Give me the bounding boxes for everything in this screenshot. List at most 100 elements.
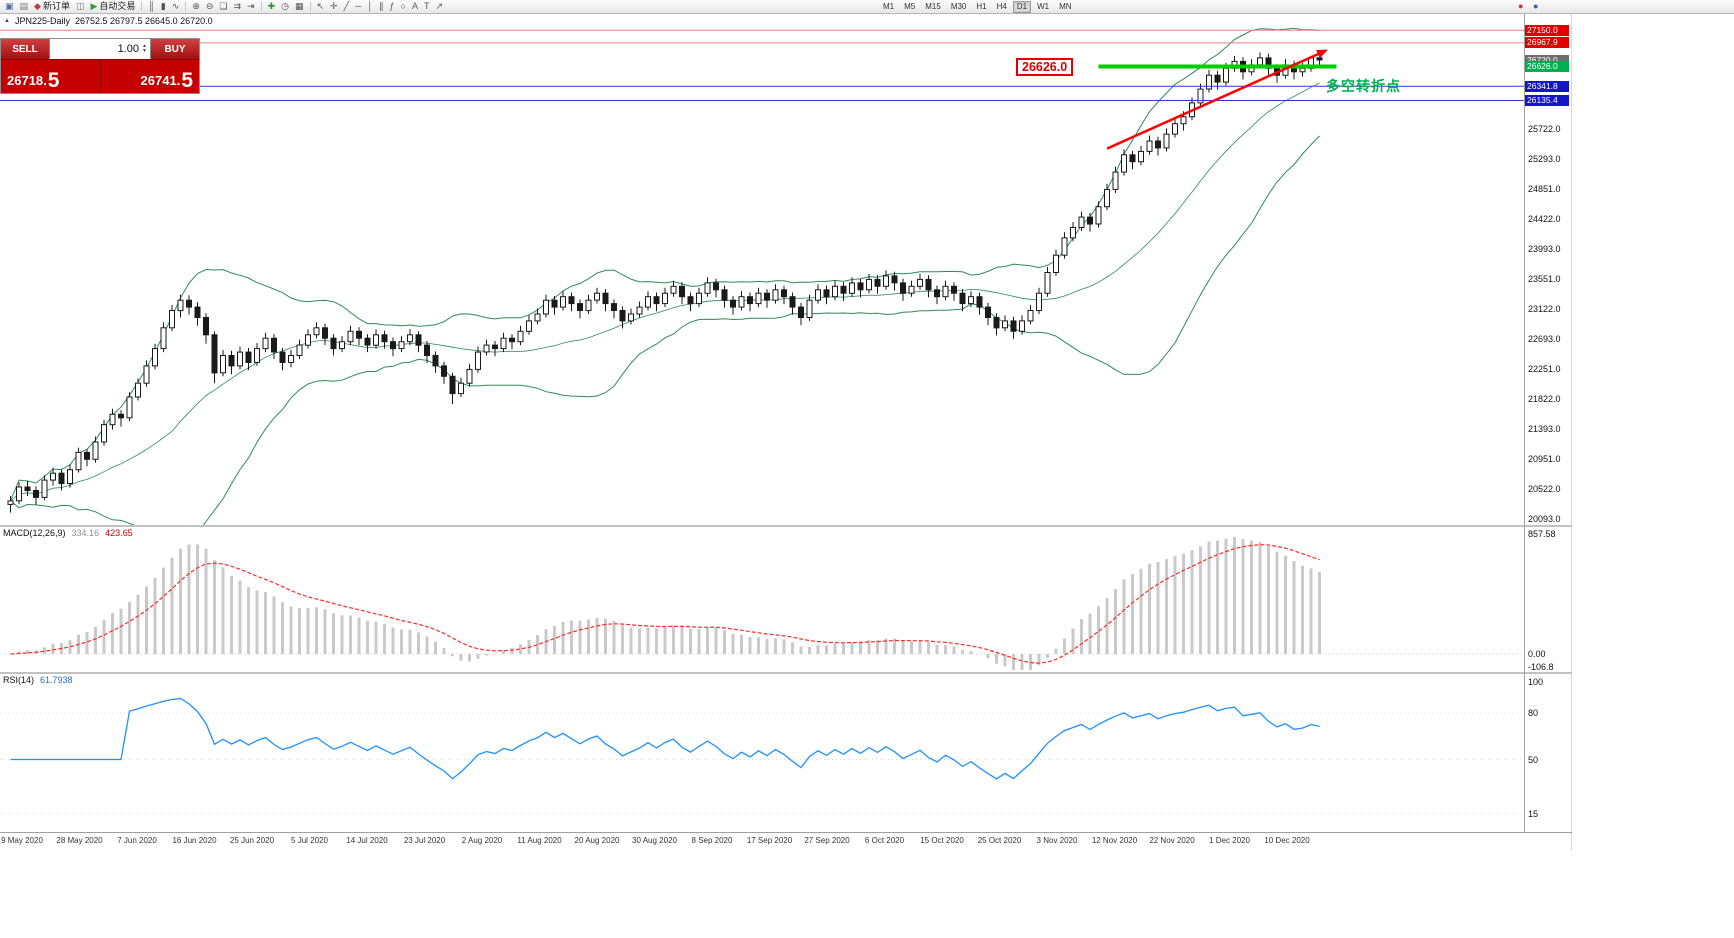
- date-axis-label: 30 Aug 2020: [632, 836, 677, 845]
- text-icon[interactable]: A: [410, 1, 420, 13]
- equidistant-channel-icon: ∥: [379, 1, 384, 11]
- volume-down-icon[interactable]: ▼: [142, 48, 147, 54]
- timeframe-w1-button[interactable]: W1: [1037, 2, 1050, 11]
- timeframe-d1-button[interactable]: D1: [1012, 0, 1032, 13]
- chart-shift-icon[interactable]: ⇥: [245, 1, 257, 13]
- volume-spinner[interactable]: ▲▼: [49, 39, 151, 59]
- price-axis[interactable]: 25722.0 25293.0 24851.0 24422.0 23993.0 23551…: [1525, 14, 1572, 850]
- text-label-icon: T: [424, 1, 430, 11]
- templates-icon: ▦: [294, 1, 304, 11]
- new-order-button[interactable]: ◆ 新订单: [32, 1, 72, 13]
- price-tag: 26626.0: [1525, 61, 1569, 72]
- date-axis-divider: [0, 832, 1572, 833]
- price-axis-label: 24422.0: [1528, 214, 1561, 225]
- buy-price[interactable]: 26741. 5: [140, 69, 193, 92]
- auto-trading-icon: ▶: [90, 1, 98, 11]
- zoom-out-icon: ⊖: [205, 1, 214, 11]
- chart-symbol-title: JPN225-Daily: [14, 16, 70, 26]
- tile-windows-icon: ❏: [219, 1, 228, 11]
- date-axis-label: 6 Oct 2020: [864, 836, 905, 845]
- timeframe-m15-button[interactable]: M15: [925, 2, 941, 11]
- timeframe-m1-button[interactable]: M1: [883, 2, 895, 11]
- zoom-in-icon[interactable]: ⊕: [190, 1, 202, 13]
- rsi-label: RSI(14): [3, 675, 35, 685]
- rsi-pane[interactable]: RSI(14) 61.7938: [0, 674, 1524, 831]
- price-tag: 26135.4: [1525, 95, 1569, 106]
- auto-trading-button[interactable]: ▶ 自动交易: [88, 1, 137, 13]
- vertical-line-icon: │: [367, 1, 374, 11]
- timeframe-h1-button[interactable]: H1: [976, 2, 987, 11]
- candlestick-chart-icon[interactable]: ▮: [159, 1, 168, 13]
- sell-button[interactable]: SELL: [1, 39, 49, 59]
- timeframe-mn-button[interactable]: MN: [1059, 2, 1072, 11]
- date-axis-label: 25 Oct 2020: [977, 836, 1022, 845]
- price-axis-label: 22251.0: [1528, 364, 1561, 375]
- sell-price[interactable]: 26718. 5: [1, 60, 101, 93]
- cursor-icon[interactable]: ↖: [315, 1, 327, 13]
- date-axis[interactable]: 9 May 2020 28 May 2020 7 Jun 2020 16 Jun 20…: [0, 833, 1524, 850]
- toolbar-separator: [309, 2, 311, 11]
- bar-chart-icon[interactable]: ║: [146, 1, 156, 13]
- templates-icon[interactable]: ▦: [293, 1, 306, 13]
- price-tag: 26967.9: [1525, 37, 1569, 49]
- volume-up-icon[interactable]: ▲: [142, 43, 147, 49]
- equidistant-channel-icon[interactable]: ∥: [377, 1, 386, 13]
- macd-svg: [0, 537, 1524, 670]
- date-axis-label: 10 Dec 2020: [1264, 836, 1310, 845]
- crosshair-icon: ✛: [330, 1, 338, 11]
- date-axis-label: 20 Aug 2020: [574, 836, 620, 845]
- macd-axis-label: -106.8: [1528, 662, 1554, 672]
- text-label-icon[interactable]: T: [422, 1, 432, 13]
- volume-input[interactable]: [81, 43, 140, 55]
- tile-windows-icon[interactable]: ❏: [217, 1, 229, 13]
- periods-icon[interactable]: ◷: [279, 1, 291, 13]
- price-tag: 26341.8: [1525, 80, 1569, 92]
- pane-separator[interactable]: [0, 672, 1572, 674]
- news-indicator-icon[interactable]: ●: [1533, 1, 1539, 11]
- trade-panel-controls: SELL ▲▼ BUY: [1, 39, 199, 60]
- connection-status-icon[interactable]: ●: [1518, 1, 1524, 11]
- trendline-icon[interactable]: ╱: [342, 1, 351, 13]
- timeframe-m5-button[interactable]: M5: [904, 2, 916, 11]
- vertical-line-icon[interactable]: │: [365, 1, 375, 13]
- volume-spinner-arrows[interactable]: ▲ ▼: [142, 44, 147, 54]
- charts-group-icon[interactable]: ◫: [74, 1, 87, 13]
- buy-button[interactable]: BUY: [151, 39, 199, 59]
- auto-scroll-icon[interactable]: ⇉: [231, 1, 243, 13]
- main-chart-pane[interactable]: ▲ JPN225-Daily 26752.5 26797.5 26645.0 2…: [0, 14, 1524, 525]
- trendline-icon: ╱: [343, 1, 350, 11]
- price-axis-label: 21393.0: [1528, 423, 1561, 434]
- pane-separator[interactable]: [0, 525, 1572, 527]
- date-axis-label: 1 Dec 2020: [1209, 836, 1250, 845]
- arrows-tool-icon[interactable]: ↗: [434, 1, 446, 13]
- timeframe-h4-button[interactable]: H4: [996, 2, 1007, 11]
- toolbar-separator: [185, 2, 187, 11]
- chart-window: ▲ JPN225-Daily 26752.5 26797.5 26645.0 2…: [0, 14, 1572, 850]
- shapes-icon[interactable]: ○: [399, 1, 408, 13]
- one-click-panel-toggle-icon[interactable]: ▲: [4, 18, 10, 24]
- profiles-icon[interactable]: ▤: [18, 1, 31, 13]
- line-chart-icon[interactable]: ∿: [170, 1, 182, 13]
- chart-shift-icon: ⇥: [247, 1, 255, 11]
- price-annotation-label[interactable]: 26626.0: [1016, 58, 1074, 76]
- shapes-icon: ○: [400, 1, 406, 11]
- date-axis-label: 17 Sep 2020: [746, 836, 793, 845]
- timeframe-m30-button[interactable]: M30: [950, 2, 967, 11]
- macd-pane[interactable]: MACD(12,26,9) 334.16 423.65: [0, 527, 1524, 672]
- indicators-icon[interactable]: ✚: [266, 1, 278, 13]
- price-axis-label: 23551.0: [1528, 274, 1561, 285]
- zoom-out-icon[interactable]: ⊖: [204, 1, 216, 13]
- date-axis-label: 9 May 2020: [1, 836, 43, 845]
- macd-axis-label: 857.58: [1528, 529, 1556, 539]
- main-chart-svg: [0, 27, 1524, 525]
- price-axis-label: 20522.0: [1528, 483, 1561, 494]
- new-chart-icon[interactable]: ▣: [3, 1, 16, 13]
- rsi-axis-label: 80: [1528, 708, 1539, 718]
- date-axis-label: 5 Jul 2020: [291, 836, 328, 845]
- horizontal-line-icon[interactable]: ─: [353, 1, 363, 13]
- turning-point-annotation[interactable]: 多空转折点: [1326, 78, 1401, 94]
- price-tag: 26720.0: [1525, 54, 1569, 66]
- macd-axis-label: 0.00: [1528, 649, 1546, 659]
- fibonacci-icon[interactable]: ƒ: [388, 1, 397, 13]
- crosshair-icon[interactable]: ✛: [328, 1, 340, 13]
